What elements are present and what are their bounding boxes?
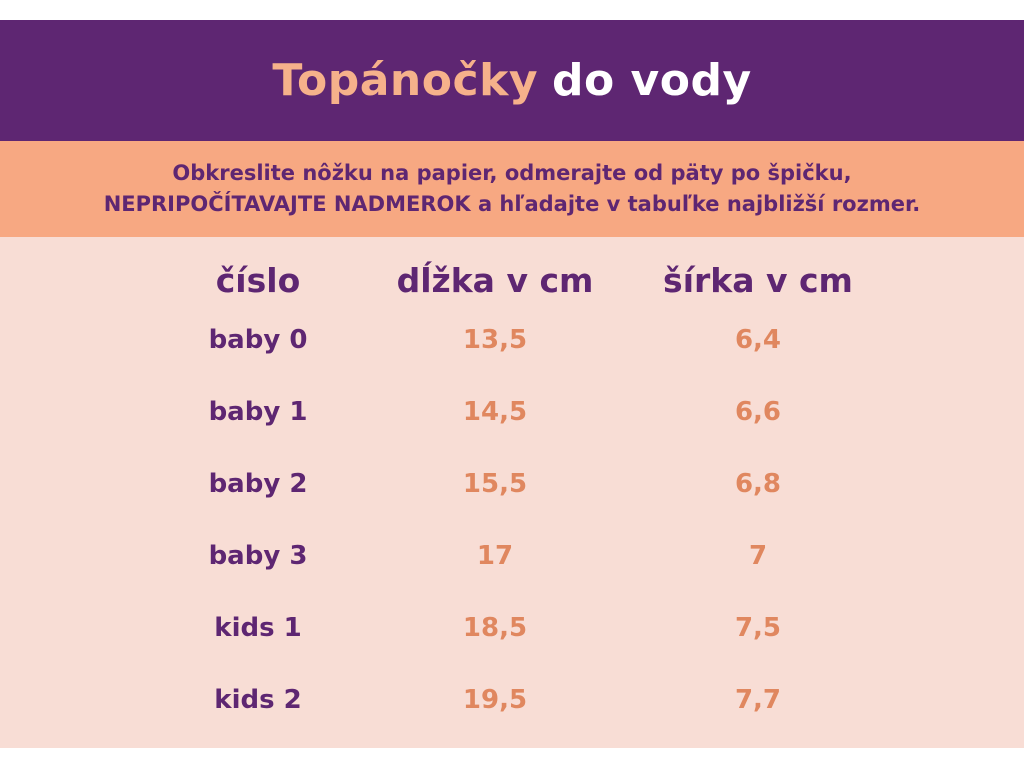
title-rest: do vody [552, 55, 752, 106]
column-header-width: šírka v cm [663, 261, 853, 300]
table-cell-length: 13,5 [462, 325, 528, 355]
table-cell-width: 7,5 [734, 613, 782, 643]
header-banner: Topánočky do vody [0, 20, 1024, 141]
table-cell-length: 19,5 [462, 685, 528, 715]
table-cell-width: 7,7 [734, 685, 782, 715]
table-cell-width: 6,6 [734, 397, 782, 427]
table-cell-width: 7 [748, 541, 768, 571]
size-table: číslo dĺžka v cm šírka v cm baby 0 13,5 … [0, 237, 1024, 748]
table-cell-size: baby 0 [208, 325, 308, 355]
instructions-line-2: NEPRIPOČÍTAVAJTE NADMEROK a hľadajte v t… [103, 192, 921, 216]
table-cell-size: kids 1 [214, 613, 302, 643]
table-cell-length: 14,5 [462, 397, 528, 427]
table-cell-size: baby 3 [208, 541, 308, 571]
table-cell-length: 18,5 [462, 613, 528, 643]
instructions-line-1: Obkreslite nôžku na papier, odmerajte od… [172, 161, 852, 185]
instructions-band: Obkreslite nôžku na papier, odmerajte od… [0, 141, 1024, 237]
table-cell-width: 6,8 [734, 469, 782, 499]
title-accent: Topánočky [272, 55, 539, 106]
table-cell-size: baby 1 [208, 397, 308, 427]
table-cell-size: baby 2 [208, 469, 308, 499]
table-cell-length: 17 [476, 541, 514, 571]
column-header-length: dĺžka v cm [396, 261, 594, 300]
table-cell-size: kids 2 [214, 685, 302, 715]
table-cell-length: 15,5 [462, 469, 528, 499]
table-cell-width: 6,4 [734, 325, 782, 355]
column-header-size: číslo [215, 261, 301, 300]
